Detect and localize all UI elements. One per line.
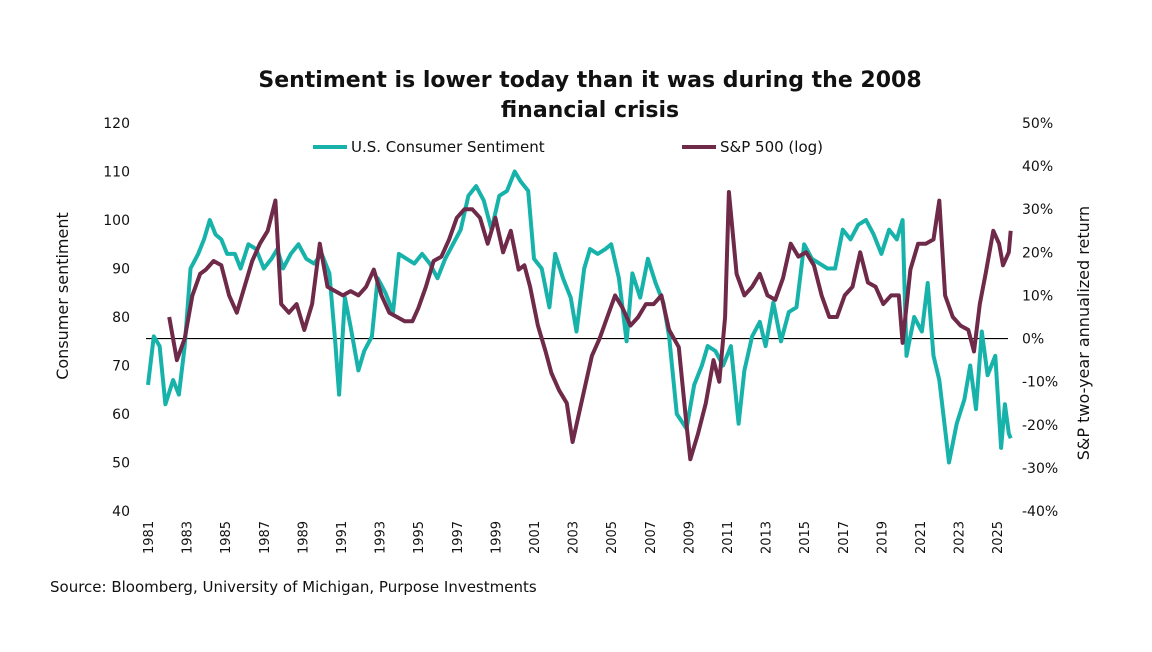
left-y-tick-label: 90 <box>112 262 130 278</box>
x-tick-label: 2025 <box>991 521 1006 554</box>
right-y-tick-label: 30% <box>1022 202 1053 218</box>
right-y-tick-label: -10% <box>1022 375 1058 391</box>
right-y-tick-label: -20% <box>1022 418 1058 434</box>
right-y-tick-label: 20% <box>1022 245 1053 261</box>
left-axis-label: Consumer sentiment <box>53 212 72 380</box>
x-tick-label: 2003 <box>567 521 582 554</box>
left-y-tick-label: 40 <box>112 504 130 520</box>
x-tick-label: 2005 <box>605 521 620 554</box>
x-tick-label: 2017 <box>837 521 852 554</box>
left-y-tick-label: 80 <box>112 310 130 326</box>
legend-label: U.S. Consumer Sentiment <box>351 138 545 156</box>
x-tick-label: 2001 <box>528 521 543 554</box>
x-tick-label: 1983 <box>181 521 196 554</box>
left-y-tick-label: 60 <box>112 407 130 423</box>
x-tick-label: 1993 <box>374 521 389 554</box>
left-y-tick-label: 110 <box>103 165 130 181</box>
chart-title: Sentiment is lower today than it was dur… <box>258 68 922 123</box>
x-tick-label: 2021 <box>914 521 929 554</box>
right-y-tick-label: 10% <box>1022 288 1053 304</box>
legend-label: S&P 500 (log) <box>720 138 823 156</box>
x-tick-label: 1997 <box>451 521 466 554</box>
right-y-tick-label: 50% <box>1022 116 1053 132</box>
series-line-consumer-sentiment <box>146 169 1013 465</box>
x-tick-label: 1995 <box>412 521 427 554</box>
source-note: Source: Bloomberg, University of Michiga… <box>50 578 537 596</box>
right-y-tick-label: 0% <box>1022 332 1044 348</box>
left-y-tick-label: 120 <box>103 116 130 132</box>
x-tick-label: 2007 <box>644 521 659 554</box>
right-axis-label: S&P two-year annualized return <box>1074 206 1093 460</box>
x-tick-label: 1999 <box>489 521 504 554</box>
x-tick-label: 2019 <box>875 521 890 554</box>
x-tick-label: 1987 <box>258 521 273 554</box>
left-y-tick-label: 100 <box>103 213 130 229</box>
left-y-tick-label: 50 <box>112 456 130 472</box>
x-tick-label: 2023 <box>953 521 968 554</box>
x-tick-label: 2009 <box>682 521 697 554</box>
x-tick-label: 1991 <box>335 521 350 554</box>
x-tick-label: 2013 <box>760 521 775 554</box>
right-y-tick-label: 40% <box>1022 159 1053 175</box>
x-tick-label: 2015 <box>798 521 813 554</box>
x-tick-label: 1981 <box>142 521 157 554</box>
right-y-tick-label: -40% <box>1022 504 1058 520</box>
x-tick-label: 1985 <box>219 521 234 554</box>
left-y-tick-label: 70 <box>112 359 130 375</box>
x-tick-label: 1989 <box>296 521 311 554</box>
x-tick-label: 2011 <box>721 521 736 554</box>
right-y-tick-label: -30% <box>1022 461 1058 477</box>
series-line-sp500 <box>167 190 1013 462</box>
